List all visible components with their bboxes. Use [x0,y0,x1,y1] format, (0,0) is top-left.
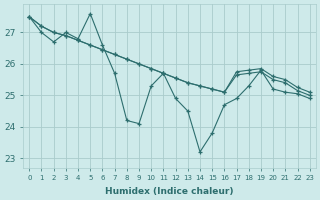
X-axis label: Humidex (Indice chaleur): Humidex (Indice chaleur) [105,187,234,196]
